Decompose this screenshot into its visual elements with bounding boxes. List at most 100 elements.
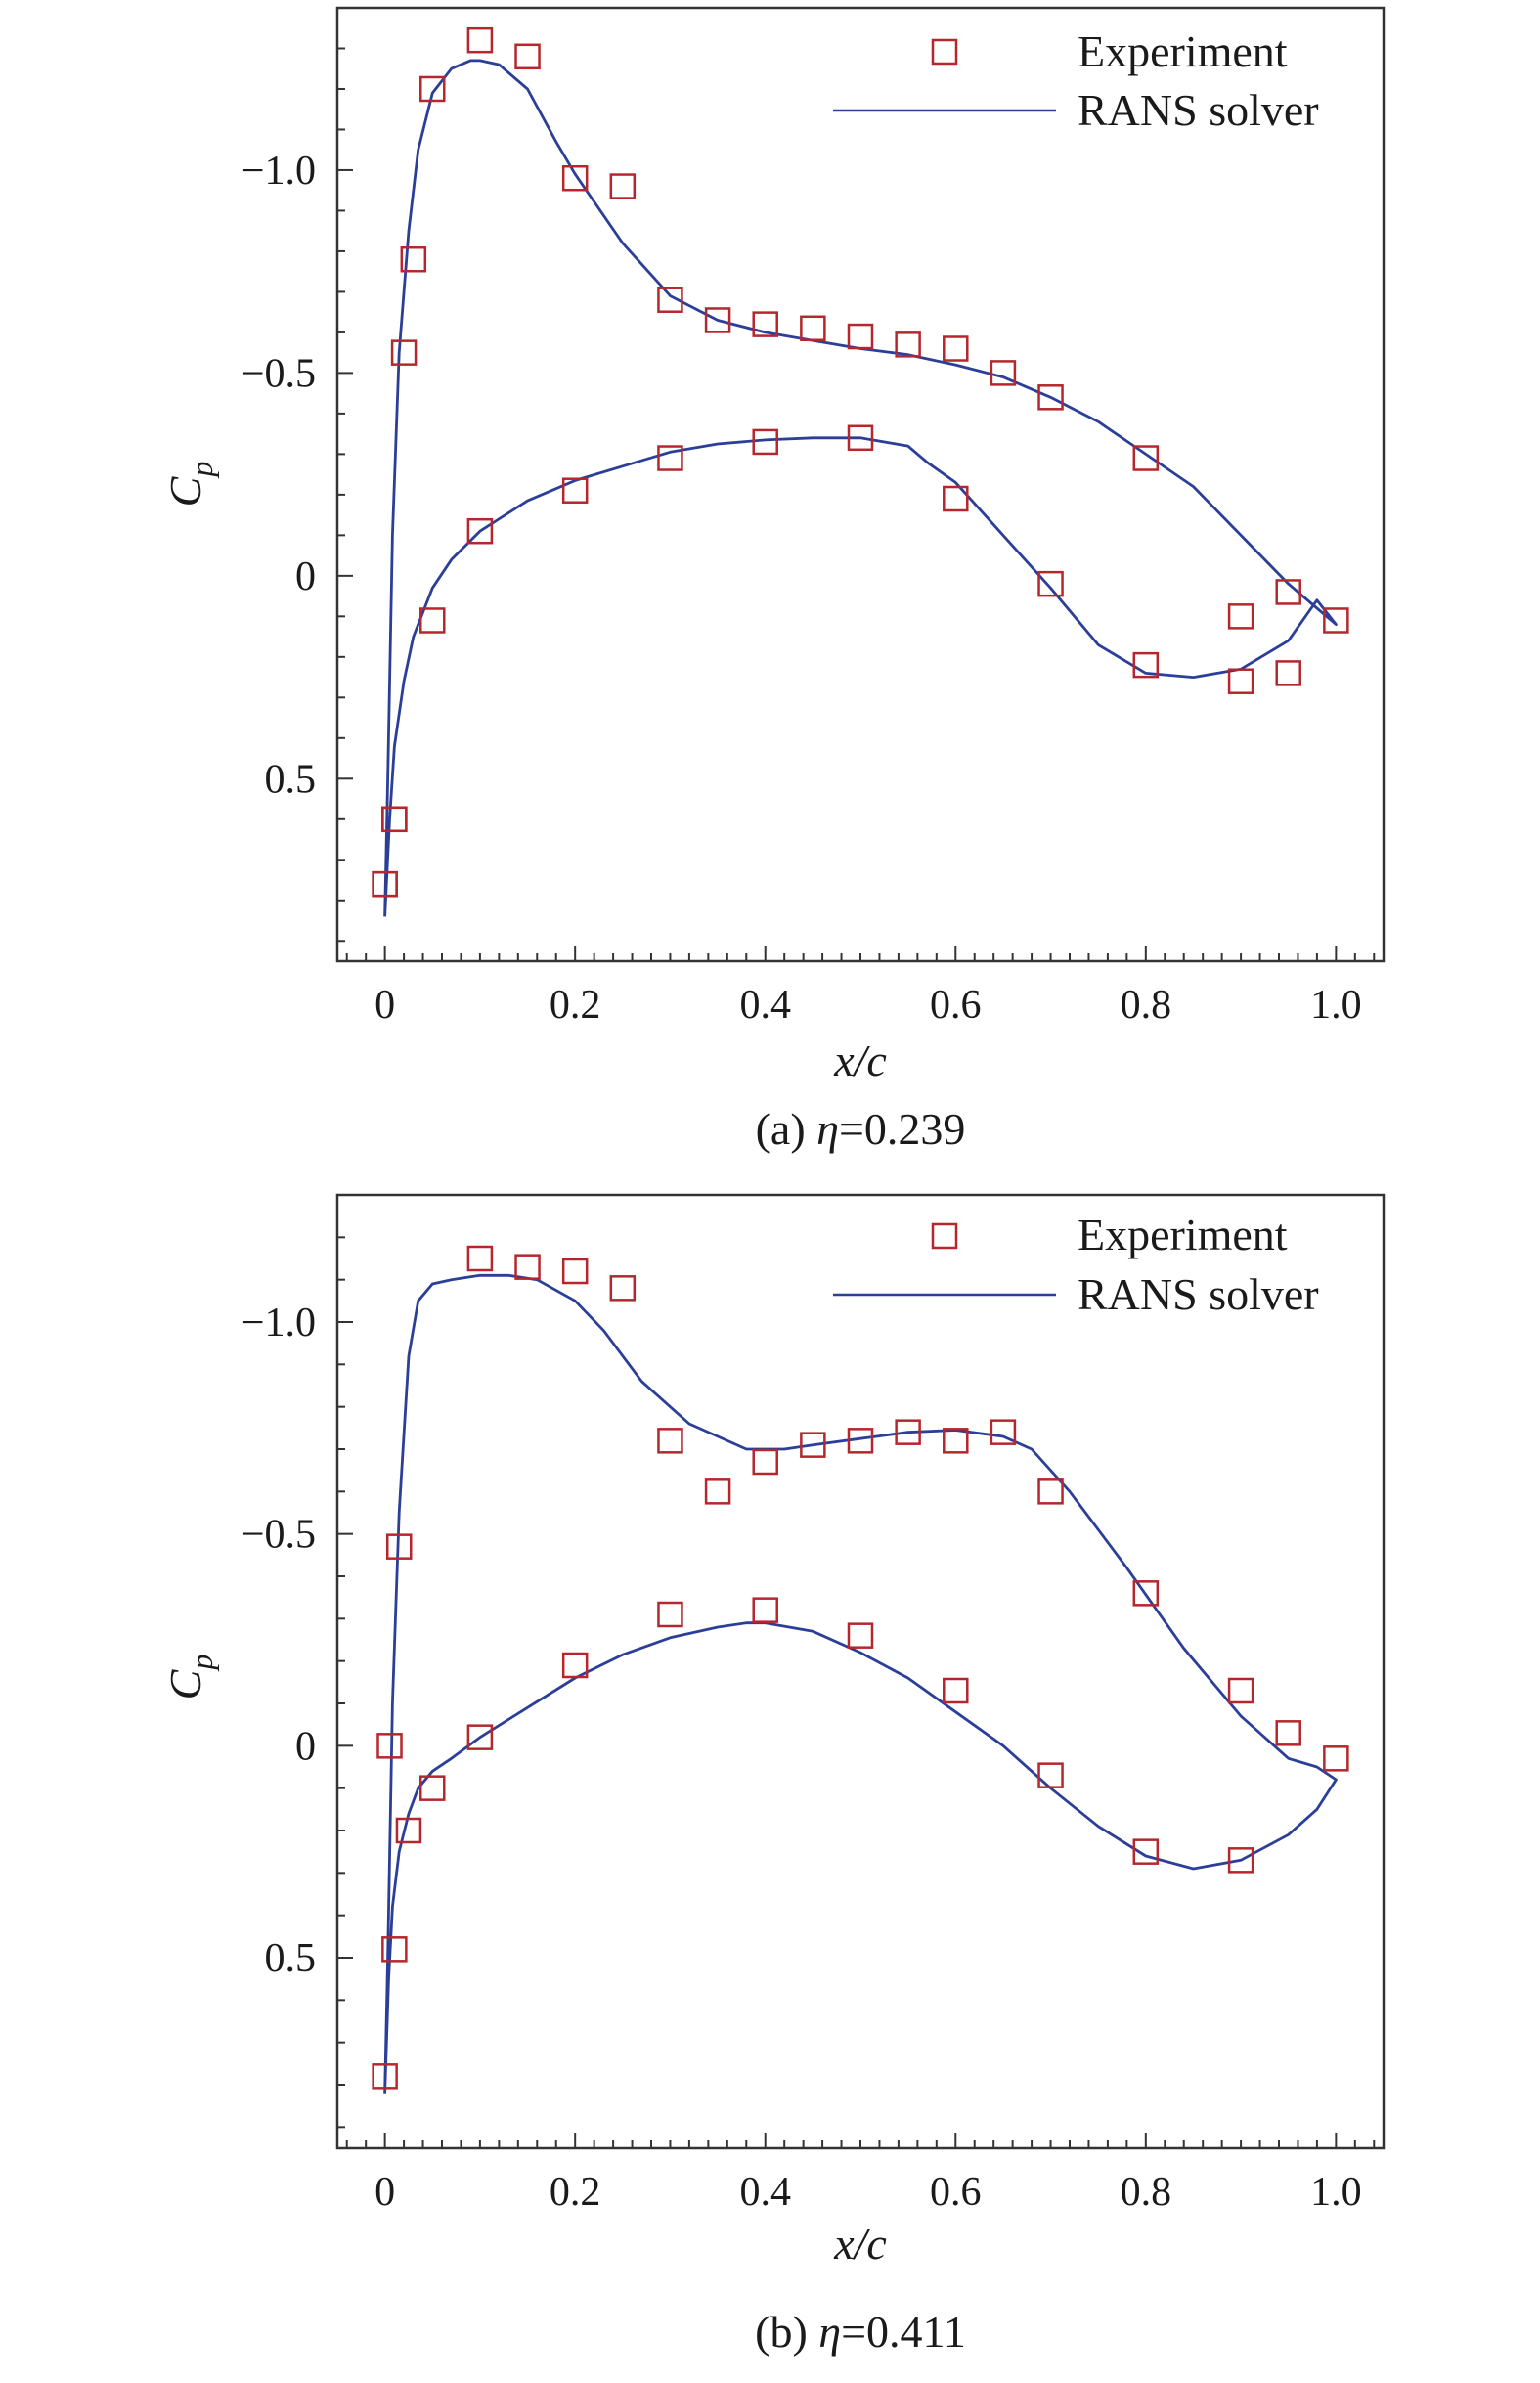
- experiment-point: [561, 1258, 589, 1285]
- y-tick-label: −0.5: [242, 1513, 316, 1558]
- experiment-point: [561, 1652, 589, 1679]
- experiment-point: [704, 307, 731, 333]
- experiment-point: [1132, 1838, 1160, 1865]
- experiment-point: [752, 1597, 778, 1623]
- experiment-point: [390, 339, 418, 366]
- experiment-point: [1227, 1847, 1254, 1874]
- experiment-point: [1132, 651, 1160, 679]
- experiment-point: [657, 1601, 683, 1628]
- experiment-point: [376, 1733, 403, 1759]
- x-tick-label: 1.0: [1310, 2170, 1362, 2215]
- experiment-point: [1037, 384, 1064, 411]
- x-tick-label: 0: [374, 983, 395, 1028]
- x-axis-label: x/c: [833, 2219, 887, 2269]
- experiment-point: [381, 1936, 408, 1963]
- legend: Experiment RANS solver: [833, 26, 1319, 135]
- experiment-point: [847, 1428, 874, 1454]
- legend-experiment-label: Experiment: [1078, 26, 1288, 76]
- experiment-point: [752, 311, 778, 337]
- y-tick-label: −1.0: [242, 149, 316, 194]
- axis-ticks: [337, 1194, 1376, 2148]
- legend-experiment-label: Experiment: [1078, 1210, 1288, 1259]
- experiment-series: [372, 26, 1349, 898]
- tick-labels: 0 0.2 0.4 0.6 0.8 1.0 −1.0 −0.5 0 0.5: [242, 149, 1362, 1028]
- experiment-point: [895, 1419, 921, 1445]
- experiment-point: [466, 26, 494, 54]
- panel-a: 0 0.2 0.4 0.6 0.8 1.0 −1.0 −0.5 0 0.5 Experiment …: [160, 6, 1386, 1154]
- experiment-point: [1275, 1720, 1301, 1746]
- x-axis-label: x/c: [833, 1036, 887, 1085]
- y-tick-label: 0.5: [265, 1936, 317, 1981]
- experiment-point: [1227, 603, 1254, 630]
- experiment-point: [943, 1677, 969, 1704]
- y-tick-label: 0.5: [265, 757, 317, 802]
- experiment-point: [609, 173, 637, 199]
- experiment-point: [419, 75, 446, 103]
- experiment-point: [1037, 1478, 1064, 1505]
- y-tick-label: 0: [295, 1724, 316, 1769]
- x-tick-label: 0.8: [1121, 983, 1172, 1028]
- plot-area-frame: [335, 1193, 1386, 2150]
- experiment-point: [514, 1254, 541, 1280]
- experiment-point: [381, 806, 408, 833]
- experiment-point: [385, 1533, 413, 1560]
- rans-series: [383, 1273, 1338, 2094]
- tick-labels: 0 0.2 0.4 0.6 0.8 1.0 −1.0 −0.5 0 0.5: [242, 1301, 1362, 2215]
- experiment-point: [561, 165, 589, 192]
- y-axis-label: Cp: [160, 1655, 219, 1700]
- experiment-point: [1275, 660, 1301, 686]
- rans-curve: [383, 1273, 1338, 2094]
- experiment-point: [1132, 1580, 1160, 1607]
- experiment-point: [1227, 668, 1254, 694]
- experiment-point: [847, 424, 874, 452]
- x-tick-label: 0.8: [1121, 2170, 1172, 2215]
- axis-ticks: [337, 7, 1376, 961]
- rans-curve: [383, 59, 1338, 917]
- x-tick-label: 0.2: [550, 2170, 601, 2215]
- experiment-point: [657, 445, 683, 471]
- experiment-point: [466, 1724, 494, 1750]
- experiment-series: [372, 1245, 1349, 2090]
- experiment-point: [514, 43, 541, 70]
- experiment-point: [1037, 570, 1064, 597]
- legend: Experiment RANS solver: [833, 1210, 1319, 1319]
- experiment-point: [609, 1275, 637, 1302]
- experiment-point: [419, 1775, 446, 1801]
- experiment-point: [847, 323, 874, 350]
- x-tick-label: 0.2: [550, 983, 601, 1028]
- experiment-point: [704, 1478, 731, 1505]
- experiment-point: [1275, 579, 1301, 605]
- x-tick-label: 0.6: [930, 2170, 982, 2215]
- legend-rans-label: RANS solver: [1078, 85, 1319, 135]
- legend-experiment-marker: [931, 1222, 958, 1250]
- experiment-point: [943, 1428, 969, 1454]
- y-axis-label: Cp: [160, 462, 219, 507]
- experiment-point: [400, 245, 427, 273]
- y-tick-label: −1.0: [242, 1301, 316, 1346]
- experiment-point: [990, 360, 1017, 386]
- experiment-point: [561, 477, 589, 504]
- x-tick-label: 0.4: [739, 983, 791, 1028]
- experiment-point: [943, 335, 969, 362]
- experiment-point: [895, 331, 921, 358]
- experiment-point: [1323, 1745, 1349, 1772]
- experiment-point: [1132, 445, 1160, 471]
- panel-caption: (b) η=0.411: [755, 2307, 966, 2357]
- experiment-point: [800, 1432, 826, 1458]
- experiment-point: [1037, 1762, 1064, 1788]
- panel-b: 0 0.2 0.4 0.6 0.8 1.0 −1.0 −0.5 0 0.5 Experiment …: [160, 1193, 1386, 2357]
- experiment-point: [372, 870, 398, 898]
- y-tick-label: 0: [295, 554, 316, 599]
- experiment-point: [1323, 607, 1349, 634]
- rans-series: [383, 59, 1338, 917]
- y-axis-label-subscript: p: [184, 1655, 219, 1672]
- y-tick-label: −0.5: [242, 351, 316, 396]
- experiment-point: [943, 485, 969, 512]
- experiment-point: [466, 1245, 494, 1272]
- experiment-point: [847, 1622, 874, 1649]
- x-tick-label: 0: [374, 2170, 395, 2215]
- experiment-point: [657, 287, 683, 313]
- experiment-point: [419, 607, 446, 634]
- experiment-point: [372, 2063, 398, 2090]
